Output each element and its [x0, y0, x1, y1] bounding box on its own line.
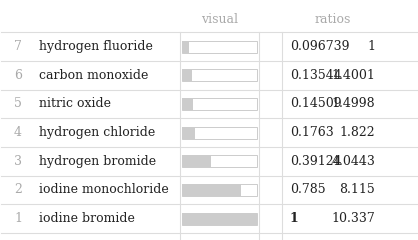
Text: 0.096739: 0.096739	[290, 40, 349, 53]
Text: 4.0443: 4.0443	[331, 155, 375, 168]
Text: 1: 1	[290, 212, 299, 225]
Text: 3: 3	[14, 155, 22, 168]
Bar	[182, 126, 195, 138]
Text: hydrogen chloride: hydrogen chloride	[39, 126, 155, 139]
Text: 5: 5	[14, 97, 22, 110]
Text: 2: 2	[14, 183, 22, 196]
Bar	[182, 126, 257, 138]
Bar	[182, 213, 257, 225]
Text: 0.785: 0.785	[290, 183, 326, 196]
Text: hydrogen fluoride: hydrogen fluoride	[39, 40, 153, 53]
Bar	[182, 98, 257, 110]
Text: 1.4001: 1.4001	[331, 69, 375, 82]
Bar	[182, 41, 189, 53]
Text: ratios: ratios	[314, 13, 351, 26]
Bar	[182, 213, 257, 225]
Bar	[182, 184, 241, 196]
Text: 1: 1	[14, 212, 22, 225]
Text: carbon monoxide: carbon monoxide	[39, 69, 148, 82]
Text: 8.115: 8.115	[339, 183, 375, 196]
Text: hydrogen bromide: hydrogen bromide	[39, 155, 156, 168]
Bar	[182, 98, 193, 110]
Text: 10.337: 10.337	[331, 212, 375, 225]
Text: iodine monochloride: iodine monochloride	[39, 183, 168, 196]
Text: 1: 1	[367, 40, 375, 53]
Text: 0.1763: 0.1763	[290, 126, 334, 139]
Text: nitric oxide: nitric oxide	[39, 97, 111, 110]
Bar	[182, 155, 211, 167]
Bar	[182, 69, 192, 81]
Bar	[182, 69, 257, 81]
Text: 1.4998: 1.4998	[331, 97, 375, 110]
Text: 7: 7	[14, 40, 22, 53]
Text: 0.14509: 0.14509	[290, 97, 342, 110]
Bar	[182, 155, 257, 167]
Text: visual: visual	[201, 13, 238, 26]
Text: 0.39124: 0.39124	[290, 155, 342, 168]
Text: 0.13544: 0.13544	[290, 69, 342, 82]
Bar	[182, 41, 257, 53]
Bar	[182, 184, 257, 196]
Text: 6: 6	[14, 69, 22, 82]
Text: 1.822: 1.822	[339, 126, 375, 139]
Text: iodine bromide: iodine bromide	[39, 212, 135, 225]
Text: 4: 4	[14, 126, 22, 139]
